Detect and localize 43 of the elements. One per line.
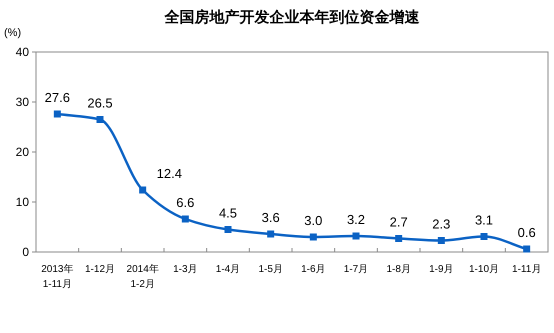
point <box>224 226 232 233</box>
point <box>267 230 274 238</box>
x-tick-label: 1-10月 <box>468 264 500 275</box>
data-label: 27.6 <box>44 90 70 105</box>
point <box>480 233 488 240</box>
point <box>352 232 360 240</box>
data-label: 6.6 <box>176 195 194 210</box>
y-tick-label: 30 <box>16 95 30 109</box>
data-label: 4.5 <box>218 206 238 220</box>
data-label: 12.4 <box>156 166 182 181</box>
x-tick-label: 2013年 1-11月 <box>41 263 74 290</box>
y-tick-label: 0 <box>22 245 30 259</box>
x-tick-label: 1-9月 <box>429 264 454 275</box>
y-axis-title: (%) <box>4 27 22 39</box>
data-label: 3.0 <box>304 213 322 228</box>
x-tick-label: 1-4月 <box>216 264 240 275</box>
point <box>96 116 104 123</box>
x-tick-label: 1-11月 <box>512 264 542 275</box>
x-tick-label: 1-8月 <box>386 264 411 275</box>
data-label: 3.6 <box>262 210 280 225</box>
x-tick-label: 1-7月 <box>344 264 368 275</box>
point <box>438 237 445 244</box>
x-tick-label: 1-5月 <box>258 264 283 275</box>
x-tick-label: 1-3月 <box>173 264 198 275</box>
point <box>182 216 189 222</box>
y-tick-label: 20 <box>16 145 30 159</box>
y-tick-label: 10 <box>16 195 30 209</box>
x-tick-label: 2014年 1-2月 <box>126 263 159 290</box>
data-label: 26.5 <box>87 96 113 110</box>
x-tick-label: 1-6月 <box>301 264 326 275</box>
data-label: 3.1 <box>474 212 494 228</box>
data-label: 0.6 <box>518 225 536 240</box>
data-label: 2.7 <box>390 214 408 230</box>
point <box>310 234 317 240</box>
data-label: 2.3 <box>432 216 450 232</box>
data-label: 3.2 <box>346 212 366 227</box>
point <box>139 186 146 194</box>
chart-title: 全国房地产开发企业本年到位资金增速 <box>164 8 420 26</box>
point <box>523 246 530 252</box>
y-tick-label: 40 <box>16 45 30 59</box>
point <box>395 235 402 242</box>
x-tick-label: 1-12月 <box>84 264 116 275</box>
point <box>54 110 61 118</box>
